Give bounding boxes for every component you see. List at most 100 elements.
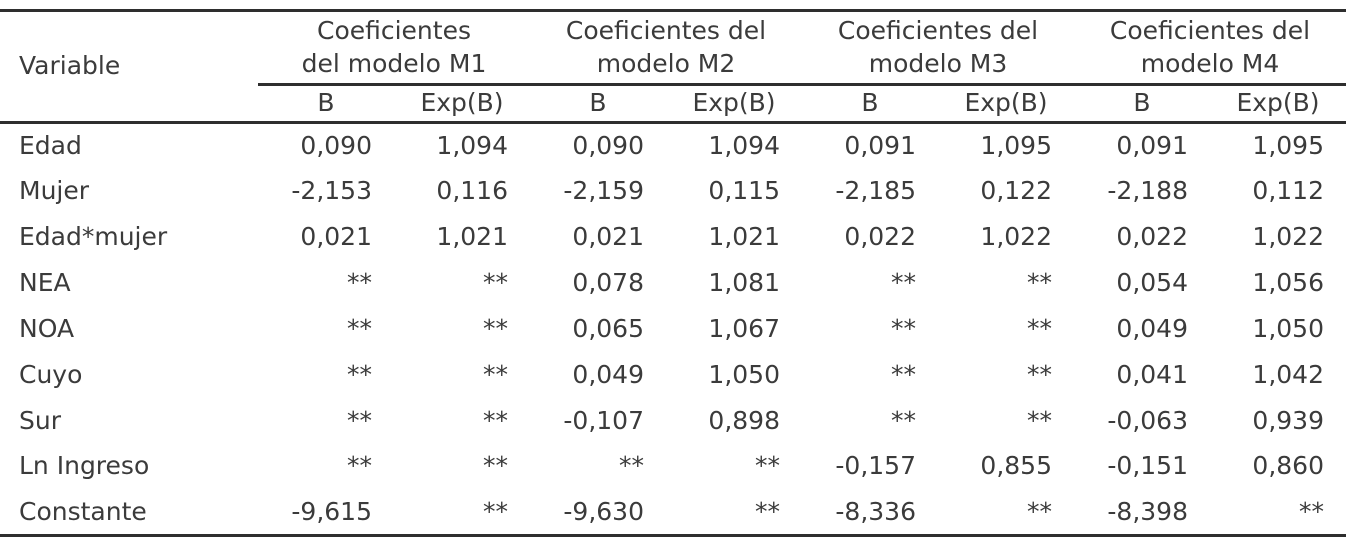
cell: ** — [483, 267, 508, 297]
cell: 0,116 — [436, 176, 508, 206]
cell: -0,107 — [563, 405, 644, 435]
table-row: Edad 0,090 1,094 0,090 1,094 0,091 1,095… — [0, 123, 1346, 169]
cell: ** — [347, 405, 372, 435]
cell: ** — [347, 451, 372, 481]
cell: ** — [1299, 496, 1324, 526]
cell: ** — [483, 359, 508, 389]
group-m2-label-line1: Coeficientes del — [565, 16, 767, 45]
cell: 0,091 — [1116, 130, 1188, 160]
cell: ** — [891, 405, 916, 435]
cell: ** — [1027, 313, 1052, 343]
cell: -9,615 — [291, 496, 372, 526]
header-group-row: Variable Coeficientes del modelo M1 Coef… — [0, 10, 1346, 124]
cell: ** — [891, 267, 916, 297]
row-label-constante: Constante — [19, 496, 147, 526]
cell: 0,021 — [300, 221, 372, 251]
cell: -9,630 — [563, 496, 644, 526]
cell: ** — [347, 359, 372, 389]
subheader-m2-b: B — [530, 84, 666, 124]
cell: ** — [483, 405, 508, 435]
subheader-m4-expb: Exp(B) — [1210, 84, 1346, 124]
group-m1-label-line2: del modelo M1 — [301, 48, 487, 78]
table-row: Mujer -2,153 0,116 -2,159 0,115 -2,185 0… — [0, 168, 1346, 214]
cell: 1,081 — [708, 267, 780, 297]
cell: 0,049 — [1116, 313, 1188, 343]
cell: 0,021 — [572, 221, 644, 251]
cell: 1,021 — [436, 221, 508, 251]
regression-coefficients-table-page: Variable Coeficientes del modelo M1 Coef… — [0, 9, 1346, 548]
column-group-m4: Coeficientes del modelo M4 — [1074, 10, 1346, 86]
cell: 1,067 — [708, 313, 780, 343]
cell: 0,115 — [708, 176, 780, 206]
cell: 0,855 — [980, 451, 1052, 481]
cell: 1,095 — [980, 130, 1052, 160]
column-header-variable: Variable — [0, 10, 258, 124]
cell: 0,939 — [1252, 405, 1324, 435]
cell: ** — [347, 313, 372, 343]
cell: ** — [347, 267, 372, 297]
cell: -0,151 — [1107, 451, 1188, 481]
cell: -2,159 — [563, 176, 644, 206]
table-row: Sur ** ** -0,107 0,898 ** ** -0,063 0,93… — [0, 398, 1346, 444]
coefficients-table: Variable Coeficientes del modelo M1 Coef… — [0, 9, 1346, 538]
cell: -8,336 — [835, 496, 916, 526]
row-label-ln-ingreso: Ln Ingreso — [19, 451, 150, 481]
cell: ** — [483, 313, 508, 343]
cell: 0,041 — [1116, 359, 1188, 389]
table-row: Cuyo ** ** 0,049 1,050 ** ** 0,041 1,042 — [0, 352, 1346, 398]
cell: 1,021 — [708, 221, 780, 251]
cell: 0,065 — [572, 313, 644, 343]
cell: 0,860 — [1252, 451, 1324, 481]
cell: ** — [891, 359, 916, 389]
cell: ** — [1027, 267, 1052, 297]
row-label-sur: Sur — [19, 405, 61, 435]
table-row: Edad*mujer 0,021 1,021 0,021 1,021 0,022… — [0, 214, 1346, 260]
row-label-mujer: Mujer — [19, 176, 90, 206]
column-group-m2: Coeficientes del modelo M2 — [530, 10, 802, 86]
cell: 0,090 — [572, 130, 644, 160]
cell: 0,049 — [572, 359, 644, 389]
group-m1-label-line1: Coeficientes — [316, 16, 471, 45]
column-group-m3: Coeficientes del modelo M3 — [802, 10, 1074, 86]
group-m2-label-line2: modelo M2 — [596, 48, 736, 78]
cell: 1,050 — [708, 359, 780, 389]
header-sub-row: B Exp(B) B Exp(B) B Exp(B) B Exp(B) — [0, 84, 1346, 124]
group-m3-label-line2: modelo M3 — [868, 48, 1008, 78]
cell: -0,157 — [835, 451, 916, 481]
cell: 1,094 — [436, 130, 508, 160]
cell: 0,122 — [980, 176, 1052, 206]
table-row: NOA ** ** 0,065 1,067 ** ** 0,049 1,050 — [0, 306, 1346, 352]
row-label-nea: NEA — [19, 267, 71, 297]
row-label-cuyo: Cuyo — [19, 359, 83, 389]
subheader-m2-expb: Exp(B) — [666, 84, 802, 124]
cell: 1,095 — [1252, 130, 1324, 160]
cell: ** — [619, 451, 644, 481]
cell: ** — [483, 496, 508, 526]
cell: -0,063 — [1107, 405, 1188, 435]
table-row: Constante -9,615 ** -9,630 ** -8,336 ** … — [0, 490, 1346, 536]
cell: 0,078 — [572, 267, 644, 297]
cell: 1,056 — [1252, 267, 1324, 297]
cell: ** — [1027, 405, 1052, 435]
subheader-m4-b: B — [1074, 84, 1210, 124]
cell: -8,398 — [1107, 496, 1188, 526]
subheader-m1-b: B — [258, 84, 394, 124]
cell: 0,054 — [1116, 267, 1188, 297]
cell: ** — [483, 451, 508, 481]
cell: 0,898 — [708, 405, 780, 435]
cell: -2,188 — [1107, 176, 1188, 206]
cell: 0,090 — [300, 130, 372, 160]
group-m4-label-line1: Coeficientes del — [1109, 16, 1311, 45]
cell: 0,112 — [1252, 176, 1324, 206]
cell: 1,022 — [1252, 221, 1324, 251]
table-row: Ln Ingreso ** ** ** ** -0,157 0,855 -0,1… — [0, 444, 1346, 490]
cell: -2,185 — [835, 176, 916, 206]
cell: ** — [891, 313, 916, 343]
subheader-m1-expb: Exp(B) — [394, 84, 530, 124]
group-m3-label-line1: Coeficientes del — [837, 16, 1039, 45]
cell: 1,094 — [708, 130, 780, 160]
cell: 0,022 — [1116, 221, 1188, 251]
cell: 0,091 — [844, 130, 916, 160]
group-m4-label-line2: modelo M4 — [1140, 48, 1280, 78]
cell: ** — [755, 451, 780, 481]
